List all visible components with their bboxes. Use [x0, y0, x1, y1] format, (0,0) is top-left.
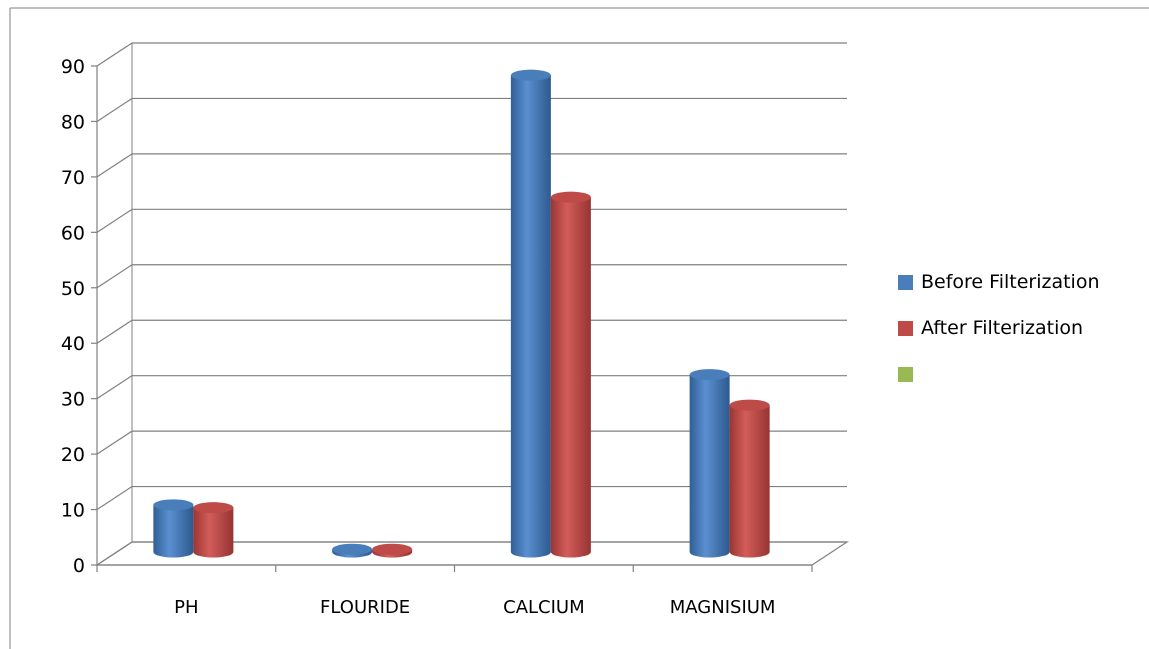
bar-before-calcium	[510, 69, 551, 558]
bar-body	[510, 75, 551, 558]
legend-item-empty-series	[898, 360, 1138, 406]
gridline-side-7	[96, 153, 133, 178]
gridline-side-9	[96, 42, 133, 67]
y-tick-label-2: 20	[61, 444, 85, 466]
gridline-side-2	[96, 430, 133, 455]
bar-top-cap	[153, 499, 194, 511]
bar-top-cap	[332, 543, 373, 555]
bar-top-cap	[550, 191, 591, 203]
x-tick-label-ph: PH	[174, 597, 198, 618]
y-tick-label-1: 10	[61, 500, 85, 522]
legend-swatch-before	[898, 275, 913, 290]
bar-before-ph	[153, 499, 194, 558]
legend-swatch-empty-series	[898, 367, 913, 382]
bar-body	[153, 504, 194, 558]
bar-after-magnisium	[729, 399, 770, 558]
bar-top-cap	[193, 502, 234, 514]
y-tick-label-0: 0	[73, 555, 85, 577]
gridline-side-3	[96, 375, 133, 400]
bar-top-cap	[510, 69, 551, 81]
bar-before-magnisium	[689, 369, 730, 558]
legend-item-after: After Filterization	[898, 314, 1138, 360]
y-tick-label-7: 70	[61, 167, 85, 189]
bar-top-cap	[689, 369, 730, 381]
legend-item-before: Before Filterization	[898, 268, 1138, 314]
y-tick-label-3: 30	[61, 389, 85, 411]
bar-after-ph	[193, 502, 234, 558]
bar-top-cap	[729, 399, 770, 411]
y-tick-label-4: 40	[61, 333, 85, 355]
bar-before-flouride	[332, 543, 373, 558]
bar-after-flouride	[372, 543, 413, 558]
y-tick-label-9: 90	[61, 56, 85, 78]
x-tick-label-magnisium: MAGNISIUM	[670, 597, 776, 618]
legend: Before Filterization After Filterization	[898, 268, 1138, 406]
y-tick-label-6: 60	[61, 222, 85, 244]
legend-label-before: Before Filterization	[921, 271, 1100, 293]
y-tick-label-5: 50	[61, 278, 85, 300]
gridline-side-8	[96, 97, 133, 122]
x-tick-label-calcium: CALCIUM	[503, 597, 585, 618]
bar-body	[729, 405, 770, 558]
bar-body	[689, 374, 730, 558]
x-tick-label-flouride: FLOURIDE	[320, 597, 410, 618]
bar-body	[193, 507, 234, 558]
gridline-side-5	[96, 264, 133, 289]
gridline-side-4	[96, 319, 133, 344]
bar-body	[550, 197, 591, 558]
legend-swatch-after	[898, 321, 913, 336]
gridline-side-1	[96, 486, 133, 511]
gridline-side-6	[96, 208, 133, 233]
bar-after-calcium	[550, 191, 591, 558]
bar-top-cap	[372, 543, 413, 555]
y-tick-label-8: 80	[61, 111, 85, 133]
legend-label-after: After Filterization	[921, 317, 1084, 339]
